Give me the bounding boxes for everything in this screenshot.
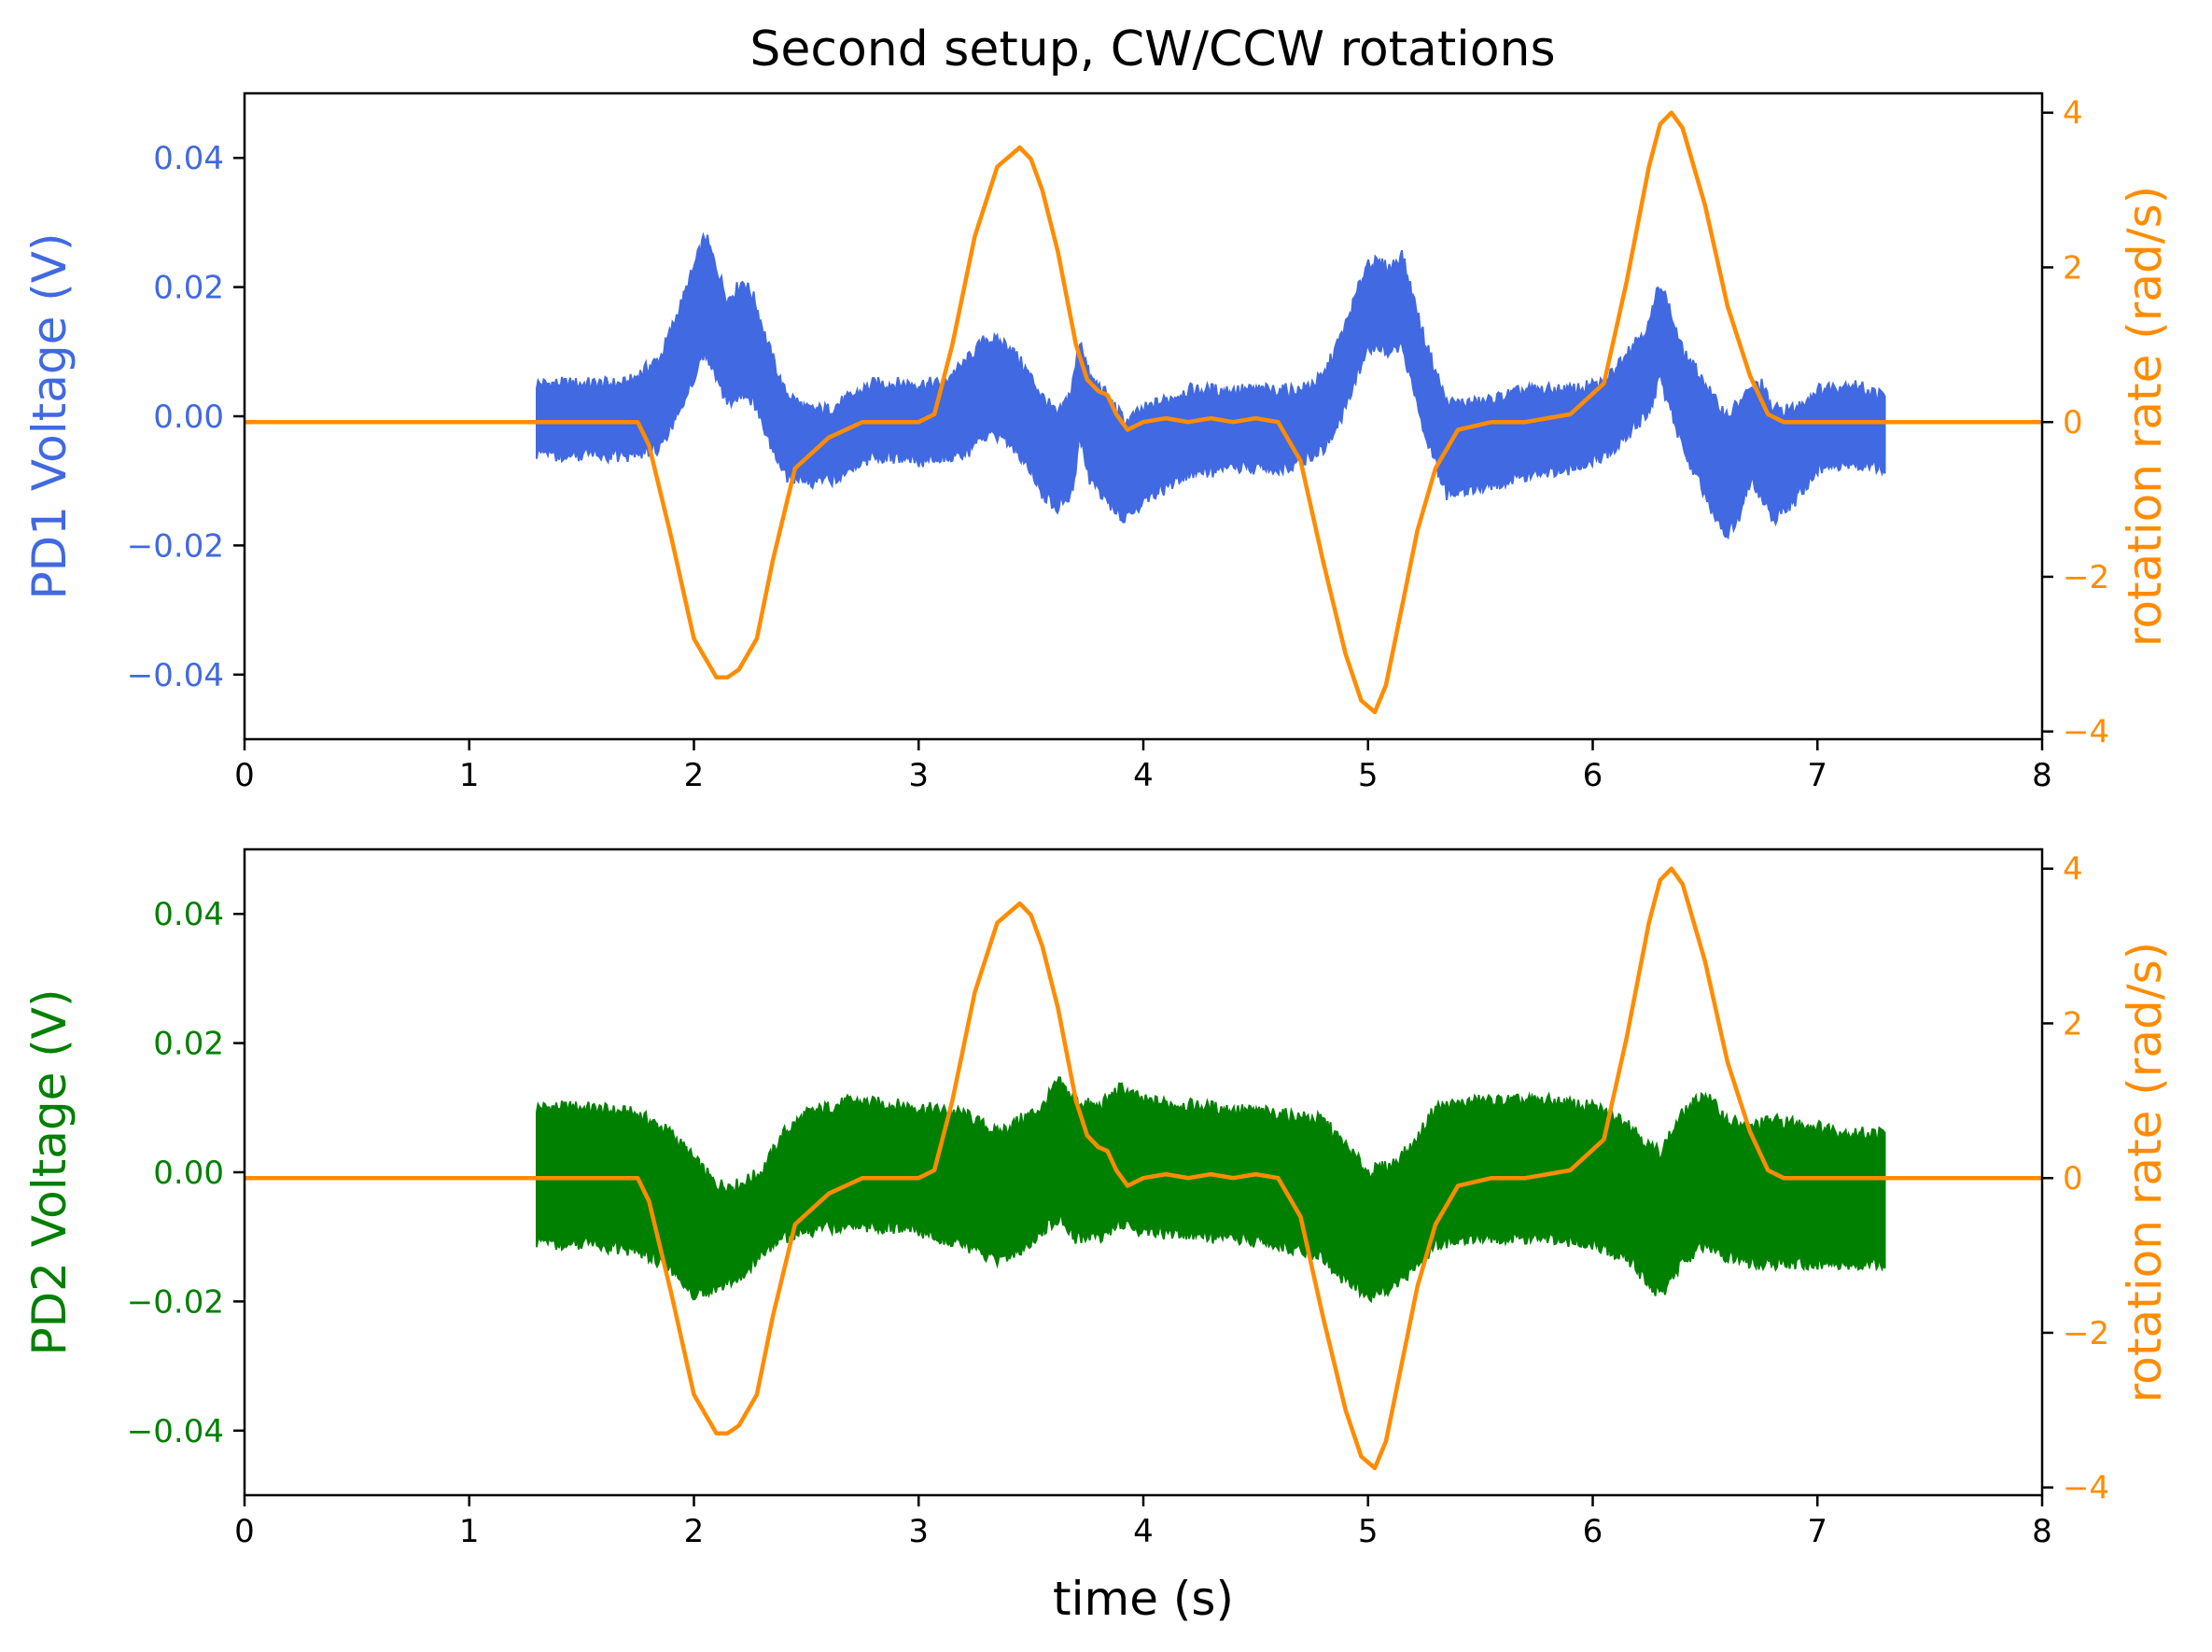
y-right-tick-label: −4 [2063,714,2109,751]
x-tick-label: 1 [459,757,480,794]
x-tick-label: 1 [459,1513,480,1550]
y-right-tick-label: −4 [2063,1470,2109,1507]
x-tick-label: 7 [1807,1513,1827,1550]
x-tick-label: 0 [234,1513,255,1550]
y-right-tick-label: 4 [2063,851,2083,889]
chart-title: Second setup, CW/CCW rotations [749,21,1555,77]
y-left-tick-label: 0.02 [153,1026,224,1063]
x-tick-label: 5 [1358,757,1379,794]
y-right-tick-label: 4 [2063,95,2083,133]
bottom-panel: 0 1 2 3 4 5 6 7 8 −0.04 −0.02 0.00 0.02 0.04 −4 −2 0 2 4 PD… [22,847,2172,1626]
x-axis-label: time (s) [1053,1572,1234,1626]
x-tick-label: 6 [1583,1513,1603,1550]
x-tick-label: 2 [684,1513,705,1550]
y-right-axis-label: rotation rate (rad/s) [2118,942,2172,1403]
rotation-rate-line [245,866,2042,1471]
y-left-tick-label: 0.04 [153,896,224,933]
x-tick-label: 0 [234,757,255,794]
x-tick-label: 8 [2032,757,2052,794]
y-left-tick-label: 0.00 [153,1155,224,1192]
x-tick-label: 2 [684,757,705,794]
x-tick-label: 3 [908,1513,929,1550]
y-left-tick-label: 0.00 [153,399,224,436]
x-tick-label: 4 [1133,757,1154,794]
y-right-tick-label: 0 [2063,404,2083,441]
x-tick-label: 4 [1133,1513,1154,1550]
x-tick-label: 7 [1807,757,1827,794]
y-right-tick-label: 2 [2063,1005,2083,1043]
y-left-tick-label: −0.04 [127,657,224,694]
rotation-rate-line [245,110,2042,715]
y-right-tick-label: −2 [2063,1315,2109,1352]
y-right-axis-label: rotation rate (rad/s) [2118,186,2172,647]
y-left-tick-label: 0.02 [153,270,224,307]
x-tick-label: 6 [1583,757,1603,794]
y-left-tick-label: −0.02 [127,1283,224,1321]
pd1-voltage-trace [536,231,1886,540]
y-right-tick-label: 0 [2063,1160,2083,1197]
y-right-tick-label: −2 [2063,559,2109,596]
y-left-tick-label: −0.04 [127,1413,224,1450]
top-panel: 0 1 2 3 4 5 6 7 8 −0.04 −0.02 0.00 0.02 0.04 −4 −2 0 2 4 PD… [22,91,2172,794]
y-left-tick-label: 0.04 [153,140,224,177]
y-left-axis-label: PD2 Voltage (V) [22,988,77,1355]
y-left-axis-label: PD1 Voltage (V) [22,232,77,599]
x-tick-label: 8 [2032,1513,2052,1550]
y-right-tick-label: 2 [2063,249,2083,287]
pd2-voltage-trace [536,1076,1886,1304]
x-tick-label: 3 [908,757,929,794]
y-left-tick-label: −0.02 [127,527,224,565]
x-tick-label: 5 [1358,1513,1379,1550]
